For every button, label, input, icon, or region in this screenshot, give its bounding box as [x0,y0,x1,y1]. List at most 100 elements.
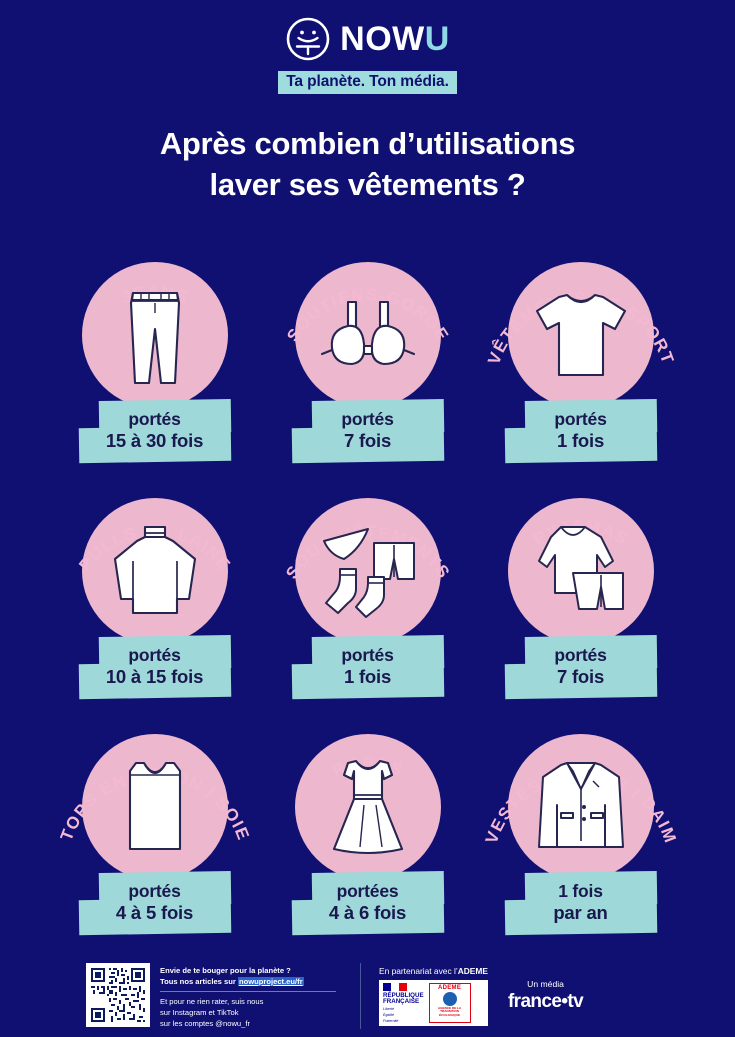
footer-promo-block: Envie de te bouger pour la planète ? Tou… [86,963,348,1029]
badge-vetements-de-sport: VÊTEMENTS DE SPORT [484,254,676,426]
footer-vertical-divider [360,963,361,1029]
badge-banner: portés 10 à 15 fois [78,634,231,699]
badge-banner: portées 4 à 6 fois [291,870,444,935]
banner-line1: portés [341,644,394,665]
website-link[interactable]: nowuproject.eu/fr [237,977,304,986]
badge-pyjamas: PYJAMAS [495,490,667,662]
banner-line1: portées [336,880,399,901]
badge-banner: portés 15 à 30 fois [78,398,231,463]
francetv-logo: france•tv [507,991,584,1012]
badge-vestes-cuir-daim: VESTES EN CUIR / DAIM [481,726,678,898]
badge-jeans: JEANS [69,254,241,426]
rf-line1: RÉPUBLIQUE [383,991,424,999]
banner-line2: 10 à 15 fois [105,666,204,688]
grid-item: TOPS EN COTON / SOIE portés 4 à 5 fois [48,700,261,935]
brand-wordmark: NOWU [340,22,450,56]
rf-motto1: Liberté [383,1007,394,1012]
page-title: Après combien d’utilisations laver ses v… [0,124,735,206]
grid-item: ROBES portées 4 à 6 fois [261,700,474,935]
footer-divider [160,991,336,992]
grid-item: VÊTEMENTS DE SPORT portés 1 fois [474,228,687,463]
promo-line1: Envie de te bouger pour la planète ? [160,966,291,975]
qr-code-icon[interactable] [86,963,150,1027]
grid-item: PULLS EN LAINE portés 10 à 15 fois [48,464,261,699]
globe-icon [442,991,457,1006]
footer-partner-block: En partenariat avec l’ADEME RÉPUBLIQUE F… [373,966,494,1027]
rf-motto2: Égalité [383,1013,394,1018]
partner-logos: RÉPUBLIQUE FRANÇAISE Liberté Égalité Fra… [379,979,488,1027]
rf-line2: FRANÇAISE [383,998,420,1006]
sweater-icon [82,498,228,644]
page-footer: Envie de te bouger pour la planète ? Tou… [0,963,735,1029]
grid-item: PYJAMAS portés 7 fois [474,464,687,699]
banner-line2: 4 à 5 fois [115,902,194,924]
badge-banner: portés 4 à 5 fois [78,870,231,935]
underwear-icon [295,498,441,644]
banner-line1: portés [128,644,181,665]
badge-banner: portés 1 fois [291,634,444,699]
banner-line1: 1 fois [558,880,603,901]
brand-name-now: NOW [340,20,425,58]
ademe-sub1: AGENCE DE LA [437,1005,462,1010]
promo-line2-prefix: Tous nos articles sur [160,977,238,986]
bra-icon [295,262,441,408]
banner-line2: 1 fois [343,666,392,688]
social-line2: sur Instagram et TikTok [160,1008,239,1017]
badge-banner: portés 7 fois [504,634,657,699]
banner-line2: 7 fois [343,430,392,452]
brand-logo[interactable]: NOWU [0,16,735,62]
grid-item: VESTES EN CUIR / DAIM [474,700,687,935]
banner-line1: portés [554,644,607,665]
republique-francaise-logo: RÉPUBLIQUE FRANÇAISE Liberté Égalité Fra… [383,982,424,1024]
clothing-grid: JEANS portés 15 à 30 fois [0,228,735,935]
page-header: NOWU Ta planète. Ton média. [0,0,735,94]
banner-line2: 15 à 30 fois [105,430,204,452]
grid-item: JEANS portés 15 à 30 fois [48,228,261,463]
banner-line1: portés [128,880,181,901]
badge-circle [294,497,441,644]
partner-prefix: En partenariat avec l’ [379,965,458,976]
brand-name-u: U [424,20,450,58]
banner-line2: par an [553,902,608,924]
footer-promo-text: Envie de te bouger pour la planète ? Tou… [160,963,336,1029]
dress-icon [295,734,441,880]
jeans-icon [82,262,228,408]
grid-item: SOUS-VÊTEMENTS p [261,464,474,699]
tanktop-icon [82,734,228,880]
badge-circle [294,261,441,408]
banner-line2: 7 fois [556,666,605,688]
ademe-title: ADEME [437,984,462,991]
tshirt-icon [508,262,654,408]
badge-arc-label: SOUTIENS-GORGE [283,285,451,345]
badge-pulls-en-laine: PULLS EN LAINE [69,490,241,662]
partner-title: En partenariat avec l’ADEME [379,966,488,976]
nowu-smiley-icon [285,16,331,62]
blazer-icon [508,734,654,880]
partner-name: ADEME [457,965,488,976]
social-line3: sur les comptes @nowu_fr [160,1019,251,1028]
ademe-sub3: ÉCOLOGIQUE [439,1013,461,1018]
brand-tagline: Ta planète. Ton média. [278,71,457,94]
media-subtitle: Un média [527,979,564,989]
footer-media-block: Un média france•tv [494,979,584,1013]
badge-banner: portés 1 fois [504,398,657,463]
badge-banner: 1 fois par an [504,870,657,935]
pyjamas-icon [508,498,654,644]
badge-sous-vetements: SOUS-VÊTEMENTS [282,490,454,662]
banner-line1: portés [554,408,607,429]
grid-item: SOUTIENS-GORGE p [261,228,474,463]
banner-line1: portés [341,408,394,429]
french-flag-icon [383,982,407,991]
banner-line2: 1 fois [556,430,605,452]
page-title-line2: laver ses vêtements ? [209,166,526,202]
rf-motto3: Fraternité [383,1018,399,1023]
banner-line2: 4 à 6 fois [328,902,407,924]
banner-line1: portés [128,408,181,429]
badge-robes: ROBES [282,726,454,898]
badge-banner: portés 7 fois [291,398,444,463]
ademe-logo: ADEME AGENCE DE LA TRANSITION ÉCOLOGIQUE [428,982,471,1024]
badge-tops-coton-soie: TOPS EN COTON / SOIE [56,726,251,898]
badge-soutiens-gorge: SOUTIENS-GORGE [282,254,454,426]
page-title-line1: Après combien d’utilisations [159,125,576,161]
social-line1: Et pour ne rien rater, suis nous [160,997,264,1006]
